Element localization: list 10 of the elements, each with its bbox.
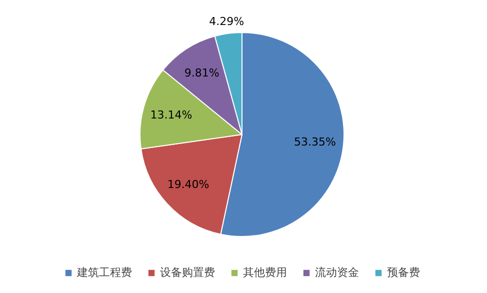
data-label: 13.14%	[150, 108, 192, 122]
legend-label: 设备购置费	[160, 265, 215, 280]
data-label: 9.81%	[184, 66, 220, 80]
legend-label: 流动资金	[315, 265, 359, 280]
data-label: 53.35%	[294, 136, 336, 149]
legend-label: 建筑工程费	[77, 265, 132, 280]
data-label: 4.29%	[209, 14, 244, 28]
legend-label: 其他费用	[243, 265, 287, 280]
legend-label: 预备费	[387, 265, 420, 280]
data-label: 19.40%	[167, 178, 210, 192]
